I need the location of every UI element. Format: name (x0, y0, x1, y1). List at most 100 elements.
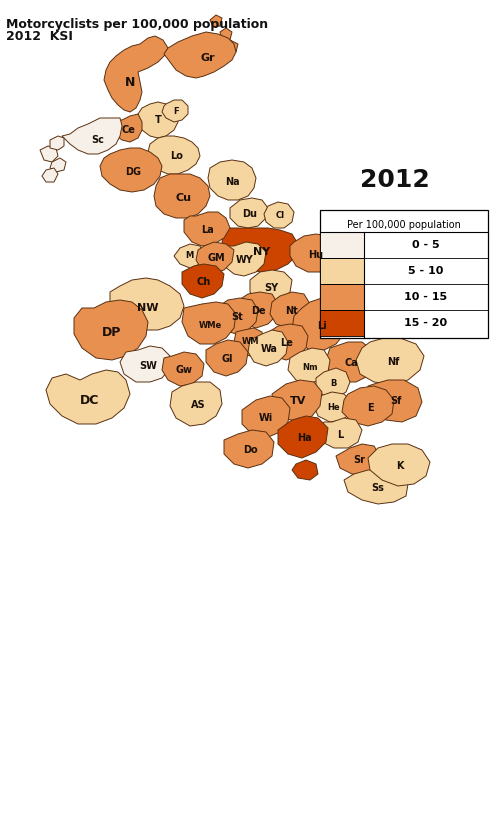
Polygon shape (196, 242, 234, 274)
Text: Gl: Gl (221, 354, 233, 364)
Text: Ce: Ce (121, 125, 135, 135)
Polygon shape (74, 300, 148, 360)
Text: Ha: Ha (297, 433, 311, 443)
Polygon shape (182, 264, 224, 298)
Polygon shape (62, 118, 122, 154)
Text: SY: SY (264, 283, 278, 293)
Text: Na: Na (225, 177, 239, 187)
Text: GM: GM (207, 253, 225, 263)
Text: E: E (367, 403, 373, 413)
Text: DG: DG (125, 167, 141, 177)
Polygon shape (208, 160, 256, 200)
Text: F: F (173, 108, 179, 116)
Polygon shape (230, 198, 268, 228)
Text: Nf: Nf (387, 357, 399, 367)
Polygon shape (184, 212, 230, 246)
Polygon shape (314, 392, 352, 422)
Polygon shape (266, 324, 308, 360)
Polygon shape (110, 278, 184, 330)
Text: La: La (202, 225, 214, 235)
Text: 2012  KSI: 2012 KSI (6, 30, 73, 43)
Polygon shape (100, 148, 162, 192)
Text: Sc: Sc (92, 135, 105, 145)
Text: TV: TV (290, 396, 306, 406)
Polygon shape (104, 36, 168, 112)
Polygon shape (170, 382, 222, 426)
Text: Sf: Sf (390, 396, 402, 406)
Polygon shape (318, 418, 362, 448)
Text: Du: Du (243, 209, 257, 219)
Polygon shape (222, 242, 266, 276)
Text: DP: DP (102, 325, 122, 339)
Polygon shape (326, 342, 374, 382)
Text: Motorcyclists per 100,000 population: Motorcyclists per 100,000 population (6, 18, 268, 31)
Text: Wa: Wa (260, 344, 277, 354)
Text: Nt: Nt (285, 306, 298, 316)
Text: M: M (185, 252, 193, 261)
Polygon shape (264, 202, 294, 228)
Polygon shape (278, 416, 328, 458)
Polygon shape (40, 146, 58, 162)
Polygon shape (50, 136, 64, 150)
Polygon shape (42, 168, 58, 182)
Text: St: St (231, 312, 243, 322)
Text: SW: SW (139, 361, 157, 371)
Polygon shape (242, 396, 290, 438)
Text: Per 100,000 population: Per 100,000 population (347, 220, 461, 230)
Text: Le: Le (281, 338, 294, 348)
Text: WY: WY (236, 255, 254, 265)
Text: Gw: Gw (176, 365, 192, 375)
Polygon shape (225, 40, 238, 52)
Polygon shape (206, 340, 248, 376)
Polygon shape (112, 114, 142, 142)
Polygon shape (224, 430, 274, 468)
Text: DC: DC (80, 394, 100, 406)
Text: NW: NW (137, 303, 159, 313)
Polygon shape (216, 298, 258, 334)
Polygon shape (336, 444, 380, 474)
Text: Ca: Ca (344, 358, 358, 368)
Polygon shape (248, 330, 288, 366)
Polygon shape (148, 136, 200, 174)
Text: Ch: Ch (197, 277, 211, 287)
Text: N: N (125, 75, 135, 89)
Text: 15 - 20: 15 - 20 (404, 318, 447, 328)
Polygon shape (366, 380, 422, 422)
Polygon shape (210, 15, 222, 27)
Polygon shape (162, 100, 188, 122)
Polygon shape (236, 292, 278, 328)
Text: NY: NY (253, 247, 271, 257)
Polygon shape (46, 370, 130, 424)
Polygon shape (316, 368, 350, 398)
Text: Do: Do (243, 445, 257, 455)
Polygon shape (162, 352, 204, 386)
Polygon shape (182, 302, 236, 344)
Text: L: L (337, 430, 343, 440)
Polygon shape (220, 28, 232, 40)
Polygon shape (288, 348, 330, 384)
Polygon shape (292, 298, 348, 350)
Polygon shape (222, 228, 298, 272)
Text: Nm: Nm (302, 363, 318, 371)
Polygon shape (120, 346, 170, 382)
Text: 2012: 2012 (360, 168, 430, 192)
Text: Ss: Ss (372, 483, 384, 493)
Text: B: B (330, 380, 336, 389)
Polygon shape (270, 292, 310, 328)
Polygon shape (250, 270, 292, 304)
Polygon shape (342, 386, 394, 426)
Bar (320, 284, 364, 310)
Text: WMe: WMe (198, 320, 222, 329)
Polygon shape (344, 470, 408, 504)
Text: He: He (328, 404, 340, 412)
Text: Lo: Lo (171, 151, 184, 161)
Polygon shape (234, 328, 264, 356)
Text: Gr: Gr (201, 53, 215, 63)
Polygon shape (290, 234, 338, 272)
Polygon shape (164, 32, 236, 78)
Polygon shape (50, 158, 66, 172)
Text: Li: Li (317, 321, 327, 331)
Text: T: T (155, 115, 161, 125)
Text: De: De (250, 306, 265, 316)
Polygon shape (356, 338, 424, 384)
